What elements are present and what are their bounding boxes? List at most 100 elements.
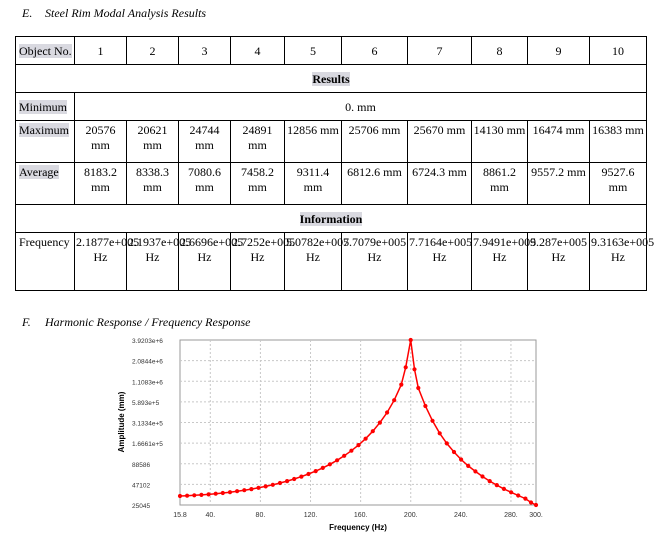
maximum-cell: 25670 mm <box>407 120 472 163</box>
y-tick-label: 25045 <box>132 503 150 510</box>
data-point <box>356 443 361 448</box>
section-f-title: Harmonic Response / Frequency Response <box>45 315 251 329</box>
object-number: 8 <box>471 36 528 65</box>
results-title: Results <box>312 72 350 86</box>
object-number: 10 <box>589 36 647 65</box>
maximum-cell: 16474 mm <box>527 120 590 163</box>
object-number: 7 <box>407 36 472 65</box>
data-point <box>249 487 254 492</box>
average-cell: 9557.2 mm <box>527 162 590 205</box>
data-point <box>213 491 218 496</box>
data-point <box>263 484 268 489</box>
y-axis-label: Amplitude (mm) <box>117 391 126 452</box>
information-title-row: Information <box>15 204 647 233</box>
results-title-row: Results <box>15 64 647 93</box>
data-point <box>335 458 340 463</box>
average-cell: 8861.2 mm <box>471 162 528 205</box>
frequency-response-chart: 25045 47102 88586 1.6661e+5 3.1334e+5 5.893e+… <box>110 330 550 535</box>
frequency-cell: 2.7252e+005 Hz <box>230 232 295 291</box>
object-number: 3 <box>178 36 231 65</box>
minimum-row: Minimum 0. mm <box>15 92 647 121</box>
data-point <box>451 449 457 455</box>
data-point <box>227 490 233 495</box>
minimum-label: Minimum <box>19 100 68 114</box>
grid-lines <box>180 340 536 505</box>
data-point <box>412 367 417 372</box>
data-point <box>313 469 318 474</box>
y-tick-labels: 25045 47102 88586 1.6661e+5 3.1334e+5 5.893e+… <box>132 338 163 510</box>
frequency-label: Frequency <box>15 232 75 291</box>
frequency-row: Frequency 2.1877e+005 Hz 2.1937e+005 Hz … <box>15 232 654 291</box>
data-point <box>487 479 492 484</box>
y-tick-label: 3.9203e+6 <box>132 338 163 345</box>
data-point <box>423 403 428 409</box>
data-point <box>235 489 240 494</box>
object-no-label: Object No. <box>19 44 72 58</box>
data-point <box>516 493 521 498</box>
average-label: Average <box>19 165 59 179</box>
x-tick-label: 300. <box>529 512 543 519</box>
data-point <box>459 457 464 462</box>
x-tick-labels: 15.8 40. 80. 120. 160. 200. 240. 280. 300. <box>173 512 543 519</box>
average-cell: 9311.4 mm <box>284 162 342 205</box>
section-f-number: F. <box>22 315 31 329</box>
x-tick-label: 200. <box>404 512 418 519</box>
data-point <box>466 463 471 468</box>
data-point <box>509 490 514 495</box>
frequency-cell: 7.9491e+005 Hz <box>471 232 536 291</box>
data-point <box>480 474 485 479</box>
data-point <box>403 365 408 370</box>
data-point <box>385 410 390 415</box>
data-point <box>177 493 183 499</box>
maximum-cell: 24744 mm <box>178 120 231 163</box>
data-point <box>270 482 275 487</box>
data-point <box>473 469 478 474</box>
data-point <box>342 453 347 458</box>
average-cell: 9527.6 mm <box>589 162 647 205</box>
maximum-cell: 12856 mm <box>284 120 342 163</box>
chart-svg: 25045 47102 88586 1.6661e+5 3.1334e+5 5.893e+… <box>117 337 543 532</box>
maximum-cell: 20576 mm <box>74 120 127 163</box>
data-points <box>177 337 539 508</box>
frequency-cell: 2.6696e+005 Hz <box>178 232 243 291</box>
data-point <box>185 493 190 498</box>
data-point <box>199 492 204 497</box>
data-point <box>256 485 261 490</box>
data-point <box>349 448 354 453</box>
maximum-cell: 16383 mm <box>589 120 647 163</box>
data-point <box>501 486 506 491</box>
data-point <box>206 492 211 497</box>
average-cell: 6812.6 mm <box>341 162 408 205</box>
data-point <box>220 490 225 496</box>
object-number: 4 <box>230 36 285 65</box>
x-tick-label: 120. <box>304 512 318 519</box>
frequency-cell: 5.0782e+005 Hz <box>284 232 349 291</box>
frequency-cell: 2.1877e+005 Hz <box>74 232 139 291</box>
frequency-cell: 9.3163e+005 Hz <box>589 232 654 291</box>
maximum-cell: 24891 mm <box>230 120 285 163</box>
x-tick-label: 40. <box>205 512 215 519</box>
object-number: 1 <box>74 36 127 65</box>
data-point <box>533 502 539 508</box>
object-number: 5 <box>284 36 342 65</box>
y-tick-label: 5.893e+5 <box>132 400 160 407</box>
frequency-cell: 2.1937e+005 Hz <box>126 232 191 291</box>
object-number: 9 <box>527 36 590 65</box>
section-e-title: Steel Rim Modal Analysis Results <box>45 6 207 20</box>
y-tick-label: 2.0844e+6 <box>132 359 163 366</box>
data-point <box>306 471 311 477</box>
data-point <box>363 436 368 441</box>
x-tick-label: 160. <box>354 512 368 519</box>
average-cell: 8183.2 mm <box>74 162 127 205</box>
average-cell: 7458.2 mm <box>230 162 285 205</box>
y-tick-label: 1.6661e+5 <box>132 441 163 448</box>
x-tick-label: 80. <box>256 512 266 519</box>
object-number: 6 <box>341 36 408 65</box>
data-point <box>408 337 413 343</box>
x-tick-label: 280. <box>504 512 518 519</box>
data-point <box>320 465 325 470</box>
y-tick-label: 88586 <box>132 462 150 469</box>
data-point <box>437 431 442 436</box>
data-point <box>430 418 435 423</box>
average-row: Average 8183.2 mm 8338.3 mm 7080.6 mm 74… <box>15 162 647 205</box>
